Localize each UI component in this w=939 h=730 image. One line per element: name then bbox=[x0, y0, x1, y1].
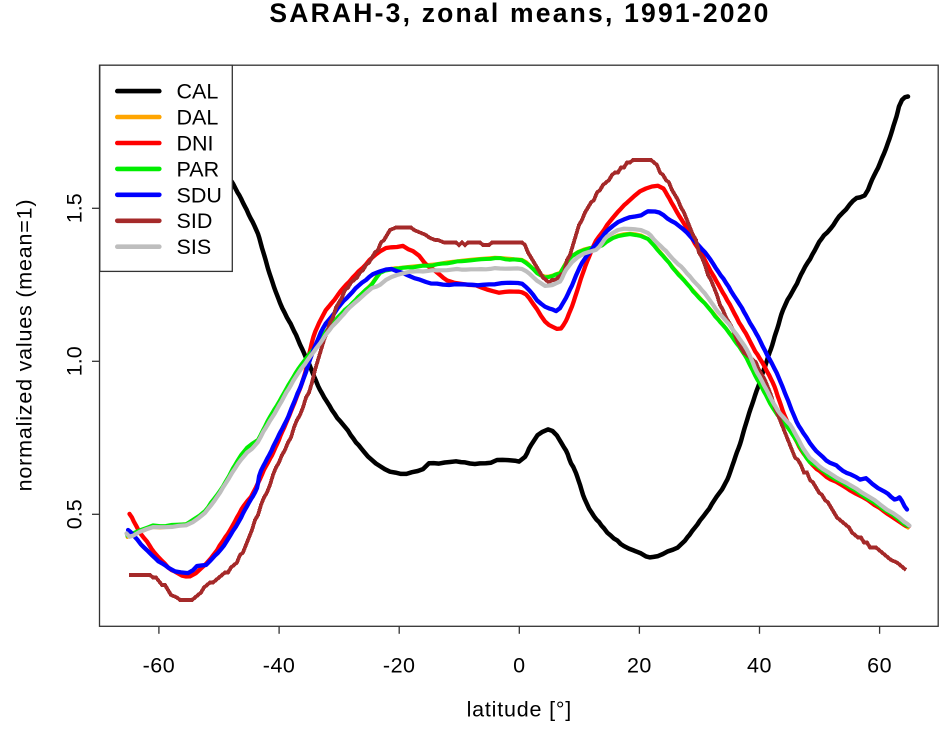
svg-text:-20: -20 bbox=[383, 654, 416, 678]
svg-text:DNI: DNI bbox=[177, 132, 214, 156]
svg-text:1.5: 1.5 bbox=[63, 193, 87, 223]
svg-text:SID: SID bbox=[177, 209, 213, 233]
svg-text:20: 20 bbox=[627, 654, 652, 678]
svg-text:SIS: SIS bbox=[177, 235, 212, 259]
svg-text:-40: -40 bbox=[263, 654, 296, 678]
svg-text:0.5: 0.5 bbox=[63, 499, 87, 529]
svg-text:SDU: SDU bbox=[177, 183, 222, 207]
svg-text:normalized values (mean=1): normalized values (mean=1) bbox=[13, 199, 37, 492]
svg-text:1.0: 1.0 bbox=[63, 346, 87, 376]
svg-text:latitude [°]: latitude [°] bbox=[467, 698, 572, 722]
svg-text:SARAH-3, zonal means, 1991-202: SARAH-3, zonal means, 1991-2020 bbox=[269, 0, 770, 28]
svg-text:PAR: PAR bbox=[177, 157, 220, 181]
svg-text:CAL: CAL bbox=[177, 80, 219, 104]
svg-text:DAL: DAL bbox=[177, 106, 219, 130]
svg-text:40: 40 bbox=[747, 654, 772, 678]
svg-text:0: 0 bbox=[513, 654, 525, 678]
svg-text:-60: -60 bbox=[143, 654, 176, 678]
svg-text:60: 60 bbox=[867, 654, 892, 678]
